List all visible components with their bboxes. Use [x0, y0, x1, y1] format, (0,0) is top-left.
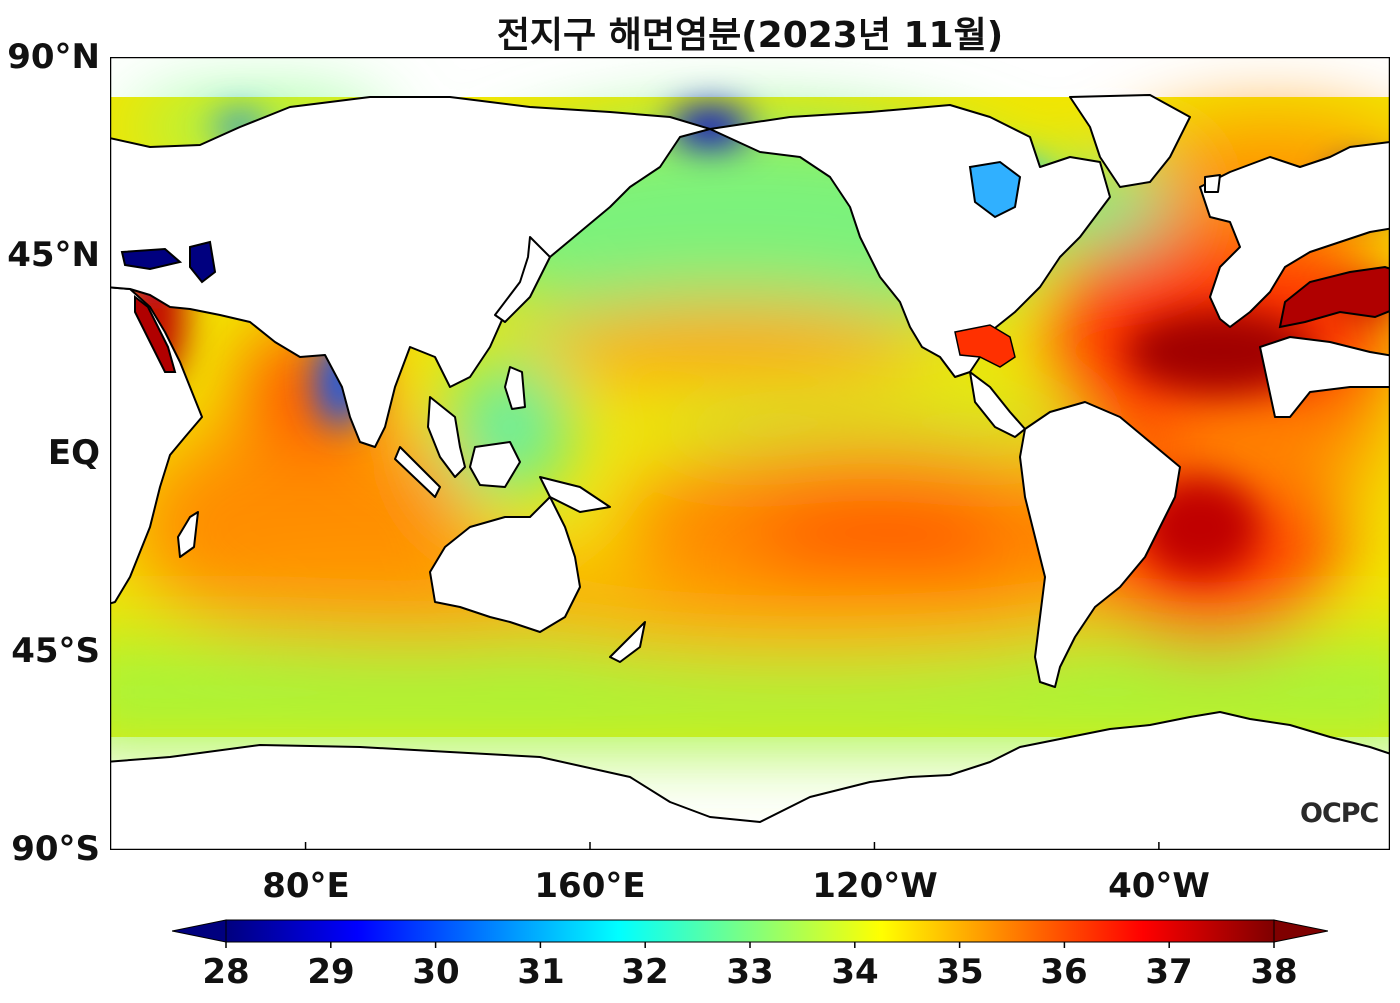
mediterranean-sea — [1278, 265, 1390, 329]
red-sea — [134, 294, 177, 373]
colorbar-gradient — [225, 919, 1275, 943]
map-title: 전지구 해면염분(2023년 11월) — [496, 15, 1004, 56]
colorbar-tick-label: 35 — [936, 952, 984, 992]
lat-tick-label: 90°S — [11, 829, 100, 869]
lon-tick-label: 80°E — [262, 866, 350, 906]
colorbar-tick-label: 38 — [1250, 952, 1298, 992]
colorbar-extend-max — [1273, 919, 1328, 943]
ocpc-logo: OCPC — [1300, 798, 1379, 829]
lon-tick-label: 160°E — [534, 866, 646, 906]
colorbar-tick-label: 36 — [1040, 952, 1088, 992]
colorbar-tick-label: 30 — [412, 952, 460, 992]
colorbar-tick-label: 33 — [726, 952, 774, 992]
salinity-field — [110, 97, 1390, 747]
inland-seas — [120, 240, 217, 284]
colorbar-tick-marks — [225, 942, 1275, 948]
land-masses — [110, 94, 1390, 850]
lat-tick-label: 45°S — [11, 631, 100, 671]
colorbar-tick-label: 34 — [831, 952, 879, 992]
lat-tick-label: 90°N — [7, 37, 100, 77]
colorbar-extend-min — [172, 919, 227, 943]
lon-tick-label: 120°W — [812, 866, 938, 906]
lat-tick-label: EQ — [47, 433, 100, 473]
colorbar-tick-label: 37 — [1145, 952, 1193, 992]
salinity-map — [110, 57, 1390, 850]
hudson-bay — [968, 160, 1022, 219]
lon-tick-marks — [304, 842, 1160, 850]
colorbar-tick-label: 32 — [621, 952, 669, 992]
gulf-of-mexico — [954, 324, 1016, 368]
colorbar — [172, 919, 1328, 948]
lat-tick-label: 45°N — [7, 235, 100, 275]
colorbar-tick-label: 31 — [517, 952, 565, 992]
map-frame — [110, 57, 1390, 850]
lon-tick-label: 40°W — [1108, 866, 1210, 906]
colorbar-tick-label: 28 — [202, 952, 250, 992]
colorbar-tick-label: 29 — [307, 952, 355, 992]
